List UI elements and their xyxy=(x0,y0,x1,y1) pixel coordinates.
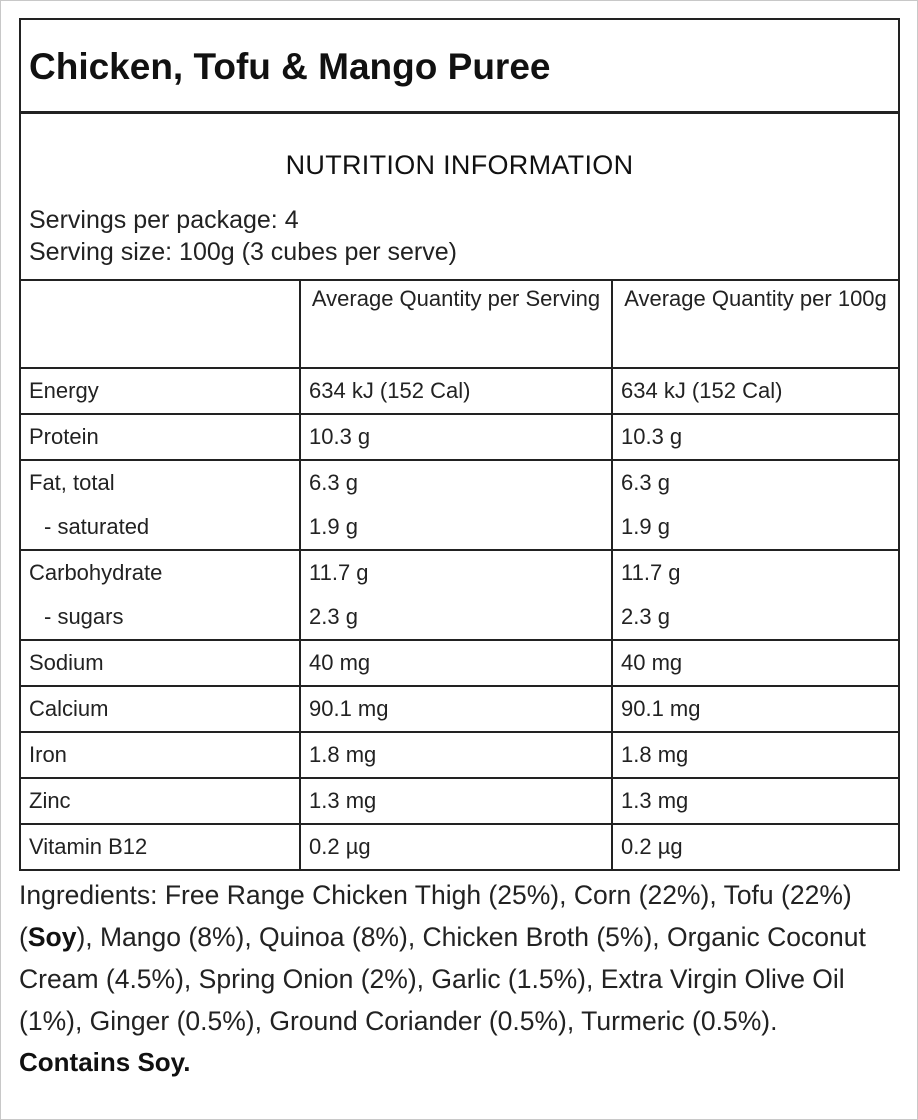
nutrient-name-cell: Protein xyxy=(21,413,301,461)
per-serving-value: 40 mg xyxy=(309,650,371,675)
per-serving-cell: 90.1 mg xyxy=(299,685,613,733)
per-100g-cell: 1.3 mg xyxy=(611,777,898,825)
per-serving-cell: 10.3 g xyxy=(299,413,613,461)
ingredients-part-2: ), Mango (8%), Quinoa (8%), Chicken Brot… xyxy=(19,922,866,1036)
nutrition-table: Average Quantity per Serving Average Qua… xyxy=(21,281,898,869)
nutrient-name: Iron xyxy=(29,742,67,767)
empty-header-cell xyxy=(21,281,301,369)
per-serving-cell: 634 kJ (152 Cal) xyxy=(299,367,613,415)
per-serving-cell: 11.7 g 2.3 g xyxy=(299,549,613,641)
per-serving-value: 11.7 g xyxy=(309,560,369,585)
per-serving-cell: 0.2 µg xyxy=(299,823,613,869)
nutrient-name: Sodium xyxy=(29,650,104,675)
per-100g-cell: 6.3 g 1.9 g xyxy=(611,459,898,551)
per-100g-cell: 0.2 µg xyxy=(611,823,898,869)
table-row: Iron 1.8 mg 1.8 mg xyxy=(21,731,898,779)
nutrient-name-cell: Fat, total - saturated xyxy=(21,459,301,551)
nutrition-heading: NUTRITION INFORMATION xyxy=(285,150,634,180)
allergen-soy: Soy xyxy=(27,922,77,952)
col-header-per-100g: Average Quantity per 100g xyxy=(611,281,898,369)
product-title: Chicken, Tofu & Mango Puree xyxy=(29,45,551,87)
table-row: Zinc 1.3 mg 1.3 mg xyxy=(21,777,898,825)
nutrient-name: Zinc xyxy=(29,788,71,813)
ingredients-part-1: Ingredients: Free Range Chicken Thigh (2… xyxy=(19,880,852,952)
nutrition-panel: Chicken, Tofu & Mango Puree NUTRITION IN… xyxy=(19,18,900,871)
per-serving-value: 1.3 mg xyxy=(309,788,377,813)
per-100g-value: 40 mg xyxy=(621,650,683,675)
nutrient-name: Calcium xyxy=(29,696,109,721)
per-serving-cell: 40 mg xyxy=(299,639,613,687)
sub-per-serving-value: 2.3 g xyxy=(309,604,358,629)
table-row: Carbohydrate - sugars 11.7 g 2.3 g 11.7 … xyxy=(21,549,898,641)
nutrient-name-cell: Sodium xyxy=(21,639,301,687)
per-100g-value: 10.3 g xyxy=(621,424,683,449)
per-serving-value: 634 kJ (152 Cal) xyxy=(309,378,471,403)
table-header-row: Average Quantity per Serving Average Qua… xyxy=(21,281,898,369)
per-100g-value: 11.7 g xyxy=(621,560,681,585)
serving-size: Serving size: 100g (3 cubes per serve) xyxy=(29,238,457,266)
per-serving-cell: 1.3 mg xyxy=(299,777,613,825)
per-serving-cell: 6.3 g 1.9 g xyxy=(299,459,613,551)
per-100g-cell: 10.3 g xyxy=(611,413,898,461)
per-100g-value: 1.8 mg xyxy=(621,742,689,767)
per-100g-cell: 40 mg xyxy=(611,639,898,687)
table-row: Vitamin B12 0.2 µg 0.2 µg xyxy=(21,823,898,869)
table-row: Fat, total - saturated 6.3 g 1.9 g 6.3 g… xyxy=(21,459,898,551)
table-row: Calcium 90.1 mg 90.1 mg xyxy=(21,685,898,733)
per-serving-value: 90.1 mg xyxy=(309,696,389,721)
title-box: Chicken, Tofu & Mango Puree xyxy=(21,20,898,114)
ingredients-text: Ingredients: Free Range Chicken Thigh (2… xyxy=(19,874,903,1042)
nutrient-name-cell: Iron xyxy=(21,731,301,779)
nutrient-name: Vitamin B12 xyxy=(29,834,148,859)
per-100g-value: 634 kJ (152 Cal) xyxy=(621,378,783,403)
col-header-per-serving: Average Quantity per Serving xyxy=(299,281,613,369)
per-100g-value: 1.3 mg xyxy=(621,788,689,813)
servings-per-package: Servings per package: 4 xyxy=(29,206,299,234)
sub-per-100g-value: 2.3 g xyxy=(621,604,670,629)
per-serving-value: 10.3 g xyxy=(309,424,371,449)
nutrient-name-cell: Energy xyxy=(21,367,301,415)
allergen-statement: Contains Soy. xyxy=(19,1047,191,1077)
nutrient-name-cell: Calcium xyxy=(21,685,301,733)
nutrient-name: Fat, total xyxy=(29,470,115,495)
per-serving-value: 6.3 g xyxy=(309,470,358,495)
nutrient-name-cell: Carbohydrate - sugars xyxy=(21,549,301,641)
nutrition-header: NUTRITION INFORMATION Servings per packa… xyxy=(21,114,898,281)
table-row: Energy 634 kJ (152 Cal) 634 kJ (152 Cal) xyxy=(21,367,898,415)
per-100g-value: 90.1 mg xyxy=(621,696,701,721)
per-100g-cell: 634 kJ (152 Cal) xyxy=(611,367,898,415)
nutrient-name-cell: Zinc xyxy=(21,777,301,825)
per-serving-value: 1.8 mg xyxy=(309,742,377,767)
sub-per-serving-value: 1.9 g xyxy=(309,514,358,539)
nutrient-name: Energy xyxy=(29,378,99,403)
nutrient-name: Carbohydrate xyxy=(29,560,163,585)
table-row: Sodium 40 mg 40 mg xyxy=(21,639,898,687)
sub-per-100g-value: 1.9 g xyxy=(621,514,670,539)
per-serving-value: 0.2 µg xyxy=(309,834,371,859)
nutrient-name: Protein xyxy=(29,424,99,449)
per-serving-cell: 1.8 mg xyxy=(299,731,613,779)
sub-nutrient-name: - sugars xyxy=(44,604,124,629)
table-row: Protein 10.3 g 10.3 g xyxy=(21,413,898,461)
per-100g-cell: 90.1 mg xyxy=(611,685,898,733)
per-100g-cell: 1.8 mg xyxy=(611,731,898,779)
nutrient-name-cell: Vitamin B12 xyxy=(21,823,301,869)
per-100g-value: 0.2 µg xyxy=(621,834,683,859)
per-100g-cell: 11.7 g 2.3 g xyxy=(611,549,898,641)
per-100g-value: 6.3 g xyxy=(621,470,670,495)
sub-nutrient-name: - saturated xyxy=(44,514,150,539)
